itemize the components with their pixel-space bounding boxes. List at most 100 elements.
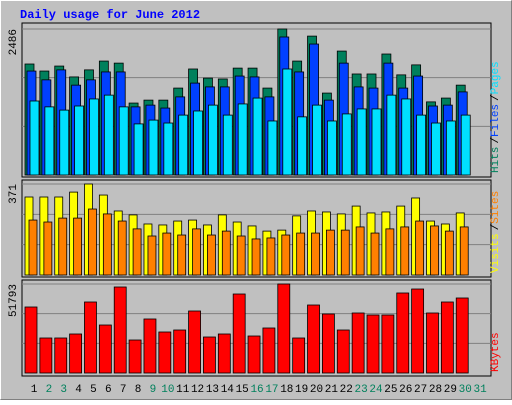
- bar: [162, 232, 172, 276]
- bar: [88, 208, 97, 276]
- x-tick-label: 13: [206, 384, 219, 396]
- bar: [416, 114, 427, 176]
- bar: [73, 217, 83, 276]
- x-tick-label: 26: [399, 384, 412, 396]
- bar: [143, 318, 157, 374]
- bar: [58, 217, 68, 276]
- bar: [401, 98, 412, 176]
- bar: [207, 234, 216, 276]
- bar: [351, 312, 365, 374]
- bar: [307, 304, 320, 374]
- x-tick-label: 8: [135, 384, 142, 396]
- bar: [386, 94, 397, 176]
- bar: [356, 108, 367, 176]
- legend: KBytes: [490, 332, 502, 372]
- bar: [267, 120, 278, 176]
- bar: [173, 329, 187, 374]
- bar: [163, 122, 174, 176]
- bar: [69, 333, 83, 374]
- bar: [312, 104, 322, 176]
- bar: [178, 114, 189, 176]
- legend-separator: /: [490, 137, 502, 144]
- bar: [444, 230, 454, 276]
- x-tick-label: 11: [176, 384, 190, 396]
- bar: [366, 314, 380, 374]
- bar: [217, 333, 231, 374]
- bar: [28, 219, 38, 276]
- bar: [128, 339, 142, 374]
- bar: [455, 297, 469, 374]
- bar: [262, 327, 276, 374]
- bar: [192, 228, 201, 276]
- x-tick-label: 18: [280, 384, 293, 396]
- x-tick-label: 28: [429, 384, 442, 396]
- legend-entry: Files: [490, 104, 502, 137]
- bar: [24, 306, 38, 374]
- bar: [396, 292, 410, 374]
- bar: [222, 114, 233, 176]
- bar: [44, 106, 55, 176]
- bar: [113, 286, 127, 374]
- bar: [177, 234, 187, 276]
- bar: [132, 228, 142, 276]
- bar: [103, 94, 114, 176]
- bar: [431, 122, 441, 176]
- bar: [74, 105, 85, 176]
- bar: [325, 229, 335, 276]
- bar: [277, 283, 291, 374]
- x-tick-label: 22: [340, 384, 353, 396]
- x-tick-label: 9: [150, 384, 157, 396]
- bar: [445, 120, 456, 176]
- x-tick-label: 5: [90, 384, 97, 396]
- bar: [370, 232, 380, 276]
- bar: [203, 336, 216, 374]
- legend-entry: Visits: [490, 233, 502, 273]
- bar: [411, 288, 425, 374]
- x-tick-label: 31: [473, 384, 487, 396]
- bar: [400, 226, 410, 276]
- x-tick-label: 27: [414, 384, 427, 396]
- x-tick-label: 25: [384, 384, 397, 396]
- bar: [297, 116, 308, 176]
- bar: [84, 301, 97, 374]
- bar: [158, 331, 172, 374]
- bar: [341, 113, 352, 176]
- bar: [237, 103, 248, 176]
- x-tick-label: 20: [310, 384, 323, 396]
- bar: [281, 234, 291, 276]
- bar: [188, 310, 201, 374]
- y-tick-label: 371: [8, 184, 20, 204]
- bar: [29, 100, 40, 176]
- legend-entry: KBytes: [490, 332, 502, 372]
- bar: [340, 229, 350, 276]
- x-tick-label: 19: [295, 384, 308, 396]
- bar: [381, 314, 395, 374]
- x-tick-label: 29: [444, 384, 457, 396]
- bar: [221, 230, 231, 276]
- bar: [148, 119, 159, 176]
- bar: [59, 109, 70, 176]
- x-tick-label: 30: [459, 384, 472, 396]
- bar: [118, 106, 129, 176]
- x-tick-label: 23: [355, 384, 368, 396]
- x-tick-label: 2: [46, 384, 53, 396]
- bar: [117, 220, 127, 276]
- legend-separator: /: [490, 94, 502, 101]
- x-tick-label: 16: [250, 384, 263, 396]
- bar: [430, 225, 439, 276]
- x-tick-label: 12: [191, 384, 204, 396]
- bar: [39, 337, 53, 374]
- bar: [292, 337, 306, 374]
- bar: [266, 237, 276, 276]
- x-tick-label: 21: [325, 384, 339, 396]
- bar: [98, 324, 112, 374]
- bar: [208, 104, 218, 176]
- y-tick-label: 51793: [8, 284, 20, 317]
- bar: [133, 123, 144, 176]
- bar: [247, 335, 261, 374]
- bar: [296, 232, 306, 276]
- bar: [311, 232, 320, 276]
- x-tick-label: 7: [120, 384, 127, 396]
